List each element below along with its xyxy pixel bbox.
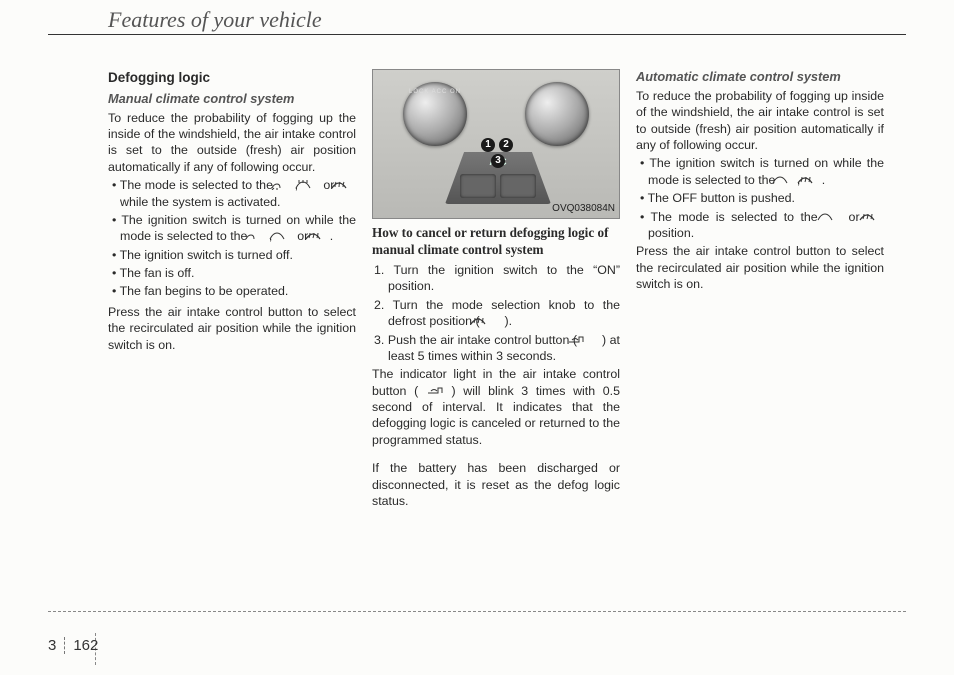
s3-text-a: 3. Push the air intake control button ( — [374, 333, 581, 347]
auto-bullet-3: The mode is selected to the or position. — [636, 209, 884, 242]
dial-labels: LOCK ACC ON — [403, 89, 467, 97]
column-1: Defogging logic Manual climate control s… — [108, 69, 356, 511]
callout-1: 1 — [481, 138, 495, 152]
callout-3: 3 — [491, 154, 505, 168]
intro-auto: To reduce the probability of fogging up … — [636, 88, 884, 154]
step-3: 3. Push the air intake control button ( … — [372, 332, 620, 365]
defrost-icon — [483, 314, 501, 325]
ab3-text-a: The mode is selected to the — [651, 210, 825, 224]
callout-2: 2 — [499, 138, 513, 152]
defrost-icon — [804, 173, 822, 184]
intro-manual: To reduce the probability of fogging up … — [108, 110, 356, 176]
feet-defrost-icon — [276, 229, 294, 240]
subhead-manual: Manual climate control system — [108, 91, 356, 108]
outro-auto: Press the air intake control button to s… — [636, 243, 884, 292]
bullet-4: The fan is off. — [108, 265, 356, 281]
columns: Defogging logic Manual climate control s… — [108, 69, 884, 511]
figure-ref: OVQ038084N — [552, 202, 615, 215]
recirc-icon — [581, 333, 599, 344]
defrost-icon — [338, 178, 356, 189]
b1-text-c: while the system is activated. — [120, 195, 280, 209]
step-2: 2. Turn the mode selection knob to the d… — [372, 297, 620, 330]
subhead-auto: Automatic climate control system — [636, 69, 884, 86]
fresh-button-icon — [500, 174, 536, 198]
page-number: 162 — [65, 637, 98, 654]
defrost-icon — [312, 229, 330, 240]
page-content: Features of your vehicle Defogging logic… — [48, 34, 906, 612]
s2-text-b: ). — [505, 314, 513, 328]
bullet-3: The ignition switch is turned off. — [108, 247, 356, 263]
ab3-text-c: position. — [648, 226, 694, 240]
heading-defogging: Defogging logic — [108, 69, 356, 87]
feet-face-icon — [251, 229, 269, 240]
page-footer: 3 162 — [48, 633, 98, 657]
ab1-text-a: The ignition switch is turned on while t… — [648, 156, 884, 186]
section-number: 3 — [48, 637, 65, 654]
feet-face-icon — [277, 178, 295, 189]
bullet-1: The mode is selected to the , or while t… — [108, 177, 356, 210]
feet-defrost-icon — [302, 178, 320, 189]
bullet-2: The ignition switch is turned on while t… — [108, 212, 356, 245]
mode-dial-icon — [525, 82, 589, 146]
step-1: 1. Turn the ignition switch to the “ON” … — [372, 262, 620, 295]
feet-defrost-icon — [779, 173, 797, 184]
recirc-icon — [426, 384, 444, 395]
figure-climate-panel: LOCK ACC ON A/C 1 2 3 OVQ038084N — [372, 69, 620, 219]
battery-para: If the battery has been discharged or di… — [372, 460, 620, 509]
column-2: LOCK ACC ON A/C 1 2 3 OVQ038084N How to … — [372, 69, 620, 511]
auto-bullet-2: The OFF button is pushed. — [636, 190, 884, 206]
feet-defrost-icon — [824, 210, 842, 221]
figure-caption: How to cancel or return defogging logic … — [372, 225, 620, 258]
defrost-icon — [866, 210, 884, 221]
auto-bullet-1: The ignition switch is turned on while t… — [636, 155, 884, 188]
outro-manual: Press the air intake control button to s… — [108, 304, 356, 353]
ignition-dial-icon: LOCK ACC ON — [403, 82, 467, 146]
section-title: Features of your vehicle — [108, 7, 322, 33]
indicator-para: The indicator light in the air intake co… — [372, 366, 620, 448]
recirc-button-icon — [460, 174, 496, 198]
column-3: Automatic climate control system To redu… — [636, 69, 884, 511]
b1-text-a: The mode is selected to the — [120, 178, 277, 192]
bullet-5: The fan begins to be operated. — [108, 283, 356, 299]
